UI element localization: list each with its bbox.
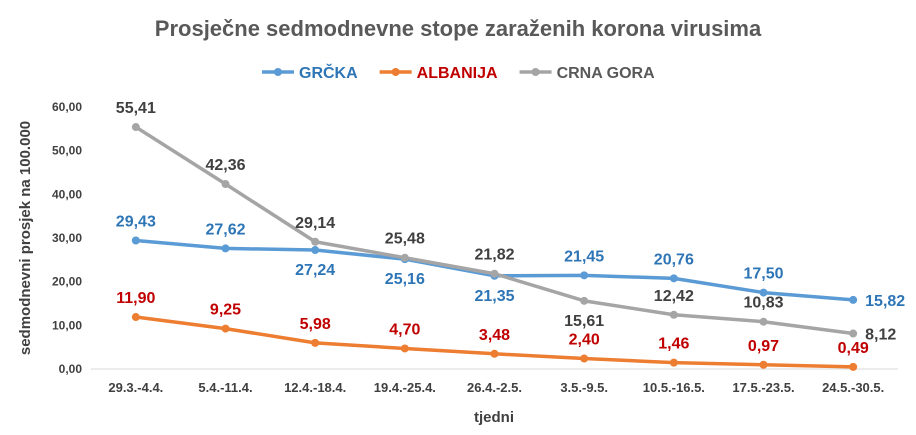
y-tick-label: 30,00 xyxy=(52,231,82,245)
data-label: 15,82 xyxy=(865,293,905,310)
x-tick-label: 12.4.-18.4. xyxy=(284,380,346,395)
data-point xyxy=(759,360,768,369)
data-point xyxy=(311,237,320,246)
data-label: 10,83 xyxy=(743,295,783,312)
x-tick-label: 24.5.-30.5. xyxy=(822,380,884,395)
data-point xyxy=(580,296,589,305)
x-tick-label: 26.4.-2.5. xyxy=(467,380,522,395)
data-label: 11,90 xyxy=(116,290,155,307)
data-point xyxy=(849,362,858,371)
data-point xyxy=(311,338,320,347)
data-label: 20,76 xyxy=(654,251,694,268)
data-point xyxy=(849,295,858,304)
data-label: 21,82 xyxy=(474,247,514,264)
x-tick-label: 19.4.-25.4. xyxy=(374,380,436,395)
y-tick-label: 50,00 xyxy=(52,144,82,158)
legend-label: CRNA GORA xyxy=(557,65,656,82)
data-label: 17,50 xyxy=(743,266,783,283)
data-label: 9,25 xyxy=(210,302,241,319)
y-tick-label: 40,00 xyxy=(52,187,82,201)
data-point xyxy=(221,324,230,333)
data-point xyxy=(580,271,589,280)
y-tick-label: 10,00 xyxy=(52,318,82,332)
data-point xyxy=(221,180,230,189)
legend-marker xyxy=(531,68,540,76)
data-point xyxy=(400,344,409,353)
legend-marker xyxy=(274,68,282,76)
y-axis-label: sedmodnevni prosjek na 100.000 xyxy=(17,121,34,355)
data-point xyxy=(131,236,140,245)
data-point xyxy=(580,354,589,363)
y-tick-label: 20,00 xyxy=(52,275,82,289)
data-point xyxy=(669,358,678,367)
data-label: 3,48 xyxy=(479,327,510,344)
y-tick-label: 60,00 xyxy=(52,100,82,114)
data-point xyxy=(400,253,409,262)
x-tick-label: 10.5.-16.5. xyxy=(643,380,705,395)
data-label: 42,36 xyxy=(205,157,245,174)
x-tick-label: 3.5.-9.5. xyxy=(560,380,608,395)
data-label: 2,40 xyxy=(569,332,600,349)
x-tick-label: 5.4.-11.4. xyxy=(198,380,252,395)
data-label: 8,12 xyxy=(865,327,896,344)
data-label: 15,61 xyxy=(564,313,604,330)
data-label: 1,46 xyxy=(658,336,689,353)
data-label: 55,41 xyxy=(116,100,156,117)
data-label: 29,14 xyxy=(295,215,335,232)
data-label: 0,97 xyxy=(748,338,779,355)
y-tick-label: 0,00 xyxy=(59,362,83,376)
data-label: 25,48 xyxy=(385,231,425,248)
data-label: 21,45 xyxy=(564,248,604,265)
data-point xyxy=(490,349,499,358)
data-point xyxy=(131,313,140,322)
data-point xyxy=(759,317,768,326)
data-point xyxy=(131,123,140,132)
legend-label: ALBANIJA xyxy=(417,65,498,82)
data-point xyxy=(759,288,768,297)
legend: GRČKA ALBANIJA CRNA GORA xyxy=(262,63,655,82)
x-tick-label: 17.5.-23.5. xyxy=(732,380,794,395)
data-label: 27,24 xyxy=(295,262,335,279)
data-label: 12,42 xyxy=(654,288,694,305)
data-label: 27,62 xyxy=(205,221,245,238)
data-label: 25,16 xyxy=(385,271,425,288)
data-point xyxy=(221,244,230,253)
data-point xyxy=(311,246,320,255)
data-label: 4,70 xyxy=(389,321,420,338)
chart-title: Prosječne sedmodnevne stope zaraženih ko… xyxy=(155,16,762,41)
data-point xyxy=(849,329,858,338)
x-axis-label: tjedni xyxy=(474,409,514,426)
data-point xyxy=(669,274,678,283)
x-tick-label: 29.3.-4.4. xyxy=(108,380,163,395)
data-label: 21,35 xyxy=(474,288,514,305)
data-label: 0,49 xyxy=(838,340,869,357)
legend-marker xyxy=(391,68,400,76)
data-point xyxy=(490,269,499,278)
data-label: 29,43 xyxy=(116,213,156,230)
data-point xyxy=(669,310,678,319)
data-label: 5,98 xyxy=(300,316,331,333)
legend-label: GRČKA xyxy=(299,63,358,82)
